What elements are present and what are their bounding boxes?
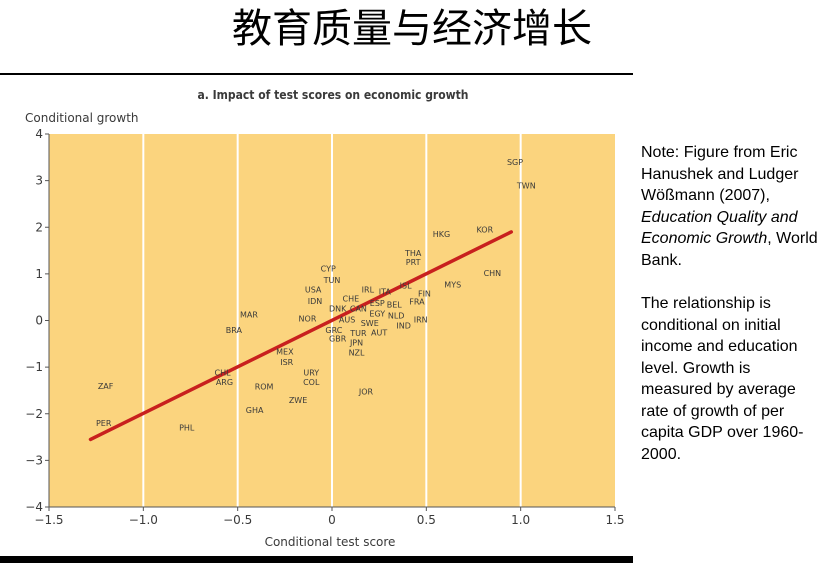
data-point-ita: ITA <box>379 288 392 297</box>
data-point-tun: TUN <box>323 276 341 285</box>
data-point-dnk: DNK <box>329 304 347 313</box>
x-tick-label: −1.5 <box>34 513 63 527</box>
x-axis-label: Conditional test score <box>265 535 396 549</box>
note-citation: Note: Figure from Eric Hanushek and Ludg… <box>641 142 824 271</box>
x-tick-label: 0.5 <box>417 513 436 527</box>
data-point-irn: IRN <box>414 316 428 325</box>
data-point-kor: KOR <box>476 226 493 235</box>
data-point-idn: IDN <box>308 297 323 306</box>
figure-note: Note: Figure from Eric Hanushek and Ludg… <box>641 142 824 487</box>
x-tick-label: 1.5 <box>605 513 624 527</box>
x-tick-label: −1.0 <box>129 513 158 527</box>
data-point-nor: NOR <box>299 315 317 324</box>
data-point-tur: TUR <box>349 329 367 338</box>
data-point-fin: FIN <box>418 289 431 298</box>
data-point-bel: BEL <box>387 301 403 310</box>
note-citation-text: Note: Figure from Eric Hanushek and Ludg… <box>641 144 799 204</box>
y-tick-label: −1 <box>25 360 43 374</box>
data-point-chl: CHL <box>215 369 232 378</box>
data-point-nzl: NZL <box>349 349 365 358</box>
x-tick-labels: −1.5 −1.0 −0.5 0 0.5 1.0 1.5 <box>34 507 625 527</box>
y-tick-label: −2 <box>25 407 43 421</box>
y-tick-label: −3 <box>25 453 43 467</box>
data-point-tha: THA <box>404 249 422 258</box>
top-divider <box>0 73 633 75</box>
data-point-arg: ARG <box>216 378 233 387</box>
data-point-ury: URY <box>303 369 319 378</box>
note-book-title: Education Quality and Economic Growth <box>641 208 798 248</box>
data-point-per: PER <box>96 419 112 428</box>
data-point-nld: NLD <box>388 311 405 320</box>
data-point-isl: ISL <box>400 282 412 291</box>
chart-title: a. Impact of test scores on economic gro… <box>197 88 468 102</box>
data-point-bra: BRA <box>226 326 243 335</box>
data-point-gha: GHA <box>246 406 264 415</box>
y-tick-label: −4 <box>25 500 43 514</box>
data-point-isr: ISR <box>280 358 293 367</box>
y-tick-label: 0 <box>35 314 43 328</box>
data-point-zwe: ZWE <box>289 396 307 405</box>
data-point-ind: IND <box>396 322 411 331</box>
data-point-esp: ESP <box>370 299 385 308</box>
y-tick-label: 4 <box>35 127 43 141</box>
data-point-col: COL <box>303 378 320 387</box>
y-axis-label: Conditional growth <box>25 111 139 125</box>
data-point-rom: ROM <box>255 383 274 392</box>
data-point-mys: MYS <box>444 281 461 290</box>
data-point-gbr: GBR <box>329 335 347 344</box>
y-tick-label: 3 <box>35 174 43 188</box>
x-tick-label: −0.5 <box>223 513 252 527</box>
regression-line <box>88 230 513 442</box>
y-tick-label: 1 <box>35 267 43 281</box>
data-point-jor: JOR <box>358 387 374 396</box>
scatter-chart: a. Impact of test scores on economic gro… <box>25 88 625 549</box>
data-point-zaf: ZAF <box>98 382 114 391</box>
data-point-prt: PRT <box>406 258 421 267</box>
data-point-grc: GRC <box>325 326 342 335</box>
data-point-egy: EGY <box>369 310 385 319</box>
note-explanation: The relationship is conditional on initi… <box>641 295 804 463</box>
bottom-divider <box>0 556 633 563</box>
data-point-chn: CHN <box>484 269 502 278</box>
data-point-irl: IRL <box>362 285 375 294</box>
y-tick-label: 2 <box>35 220 43 234</box>
x-tick-label: 1.0 <box>511 513 530 527</box>
data-point-fra: FRA <box>409 297 425 306</box>
slide-title: 教育质量与经济增长 <box>232 6 592 52</box>
data-point-phl: PHL <box>179 424 195 433</box>
data-point-mex: MEX <box>276 348 294 357</box>
data-point-mar: MAR <box>240 310 258 319</box>
data-point-aus: AUS <box>339 316 355 325</box>
data-point-che: CHE <box>343 295 360 304</box>
data-point-cyp: CYP <box>321 264 336 273</box>
x-tick-label: 0 <box>328 513 336 527</box>
data-point-aut: AUT <box>371 329 387 338</box>
note-publisher: , World Bank. <box>641 230 818 269</box>
y-tick-labels: 4 3 2 1 0 −1 −2 −3 −4 <box>25 127 49 514</box>
data-point-usa: USA <box>305 285 322 294</box>
data-point-hkg: HKG <box>433 230 450 239</box>
data-point-sgp: SGP <box>507 158 523 167</box>
data-point-jpn: JPN <box>349 338 363 347</box>
data-point-swe: SWE <box>361 319 379 328</box>
data-point-can: CAN <box>350 304 367 313</box>
data-point-twn: TWN <box>516 181 536 190</box>
